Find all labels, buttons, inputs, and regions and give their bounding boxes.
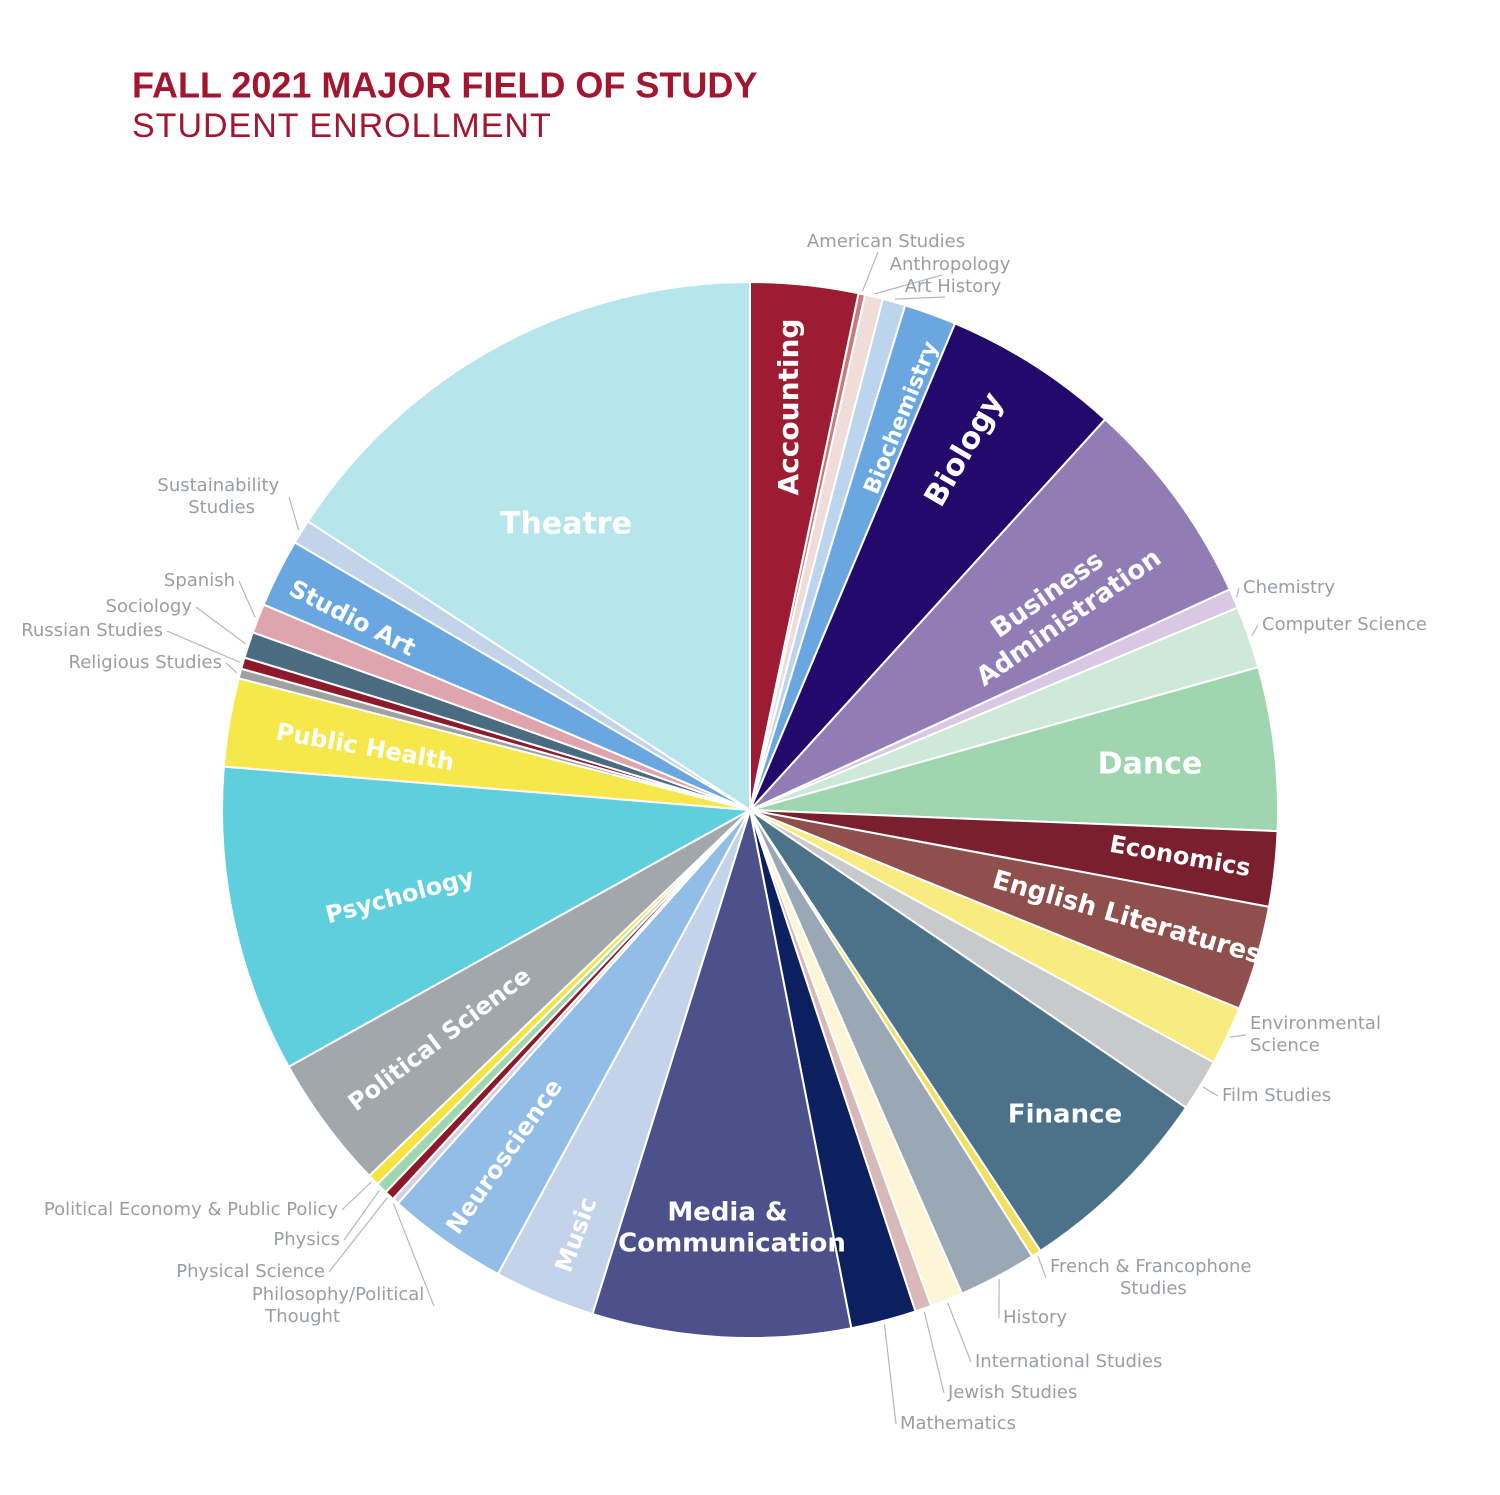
leader-line [328,1197,388,1273]
leader-line [1202,1086,1219,1097]
slice-label: Philosophy/Political Thought [252,1284,430,1327]
pie-slice [306,280,751,812]
leader-line [343,1189,380,1241]
label-line: Media & [667,1197,796,1227]
label-line: Studies [1120,1278,1187,1299]
slice-label: Sustainability Studies [157,475,285,518]
leader-line [947,1302,972,1363]
slice-label: Spanish [164,570,235,591]
pie-slice [749,665,1279,833]
slice-label: International Studies [975,1351,1162,1372]
slice-label: Computer Science [1262,614,1427,635]
label-line: French & Francophone [1050,1256,1257,1277]
leader-line [883,1323,897,1425]
label-line: Thought [264,1306,340,1327]
label-line: Philosophy/Political [252,1284,430,1305]
leader-line [341,1181,372,1211]
leader-line [195,606,246,645]
leader-line [894,296,946,300]
leader-line [874,274,943,295]
leader-line [392,1203,435,1307]
slice-label: Jewish Studies [947,1382,1077,1403]
label-line: Sustainability [157,475,285,496]
slice-label: American Studies [807,231,965,252]
slice-label: History [1003,1307,1067,1328]
label-line: Communication [618,1228,846,1258]
slice-label: Finance [1008,1100,1122,1130]
pie-slice [591,809,853,1339]
slice-label: Sociology [106,596,193,617]
slice-label: Film Studies [1222,1085,1331,1106]
pie-slice [749,809,1188,1253]
slice-label: Environmental Science [1250,1013,1387,1056]
label-line: Studies [188,497,255,518]
slice-label: Art History [905,276,1002,297]
slice-label: Religious Studies [69,652,223,673]
slice-label: Chemistry [1243,577,1335,598]
leader-line [288,496,300,531]
leader-line [1251,624,1259,637]
pie-slice [749,322,1107,811]
slice-label: Anthropology [890,254,1011,275]
slice-label: Dance [1098,747,1203,782]
leader-line [166,630,241,663]
leader-line [1037,1255,1047,1279]
leader-line [1235,587,1240,598]
slice-label: Accounting [772,319,805,496]
chart-subtitle: STUDENT ENROLLMENT [132,107,552,145]
slice-label: Russian Studies [21,620,163,641]
slice-label: Theatre [500,507,632,542]
slice-label: Political Economy & Public Policy [44,1199,338,1220]
slice-label: Physical Science [176,1261,325,1282]
leader-line [1229,1034,1247,1038]
pie [221,280,1279,1339]
slice-label: Mathematics [900,1413,1016,1434]
leader-line [923,1311,945,1394]
leader-line [225,662,238,674]
chart-title: FALL 2021 MAJOR FIELD OF STUDY [132,65,757,106]
slice-label: French & Francophone Studies [1050,1256,1257,1299]
label-line: Science [1250,1035,1320,1056]
pie-slice [221,765,754,1069]
slice-label: Media & Communication [618,1197,846,1258]
leader-line [861,251,879,292]
slice-label: Physics [273,1229,340,1250]
leader-line [238,580,256,618]
pie-slice [749,417,1232,811]
label-line: Environmental [1250,1013,1387,1034]
